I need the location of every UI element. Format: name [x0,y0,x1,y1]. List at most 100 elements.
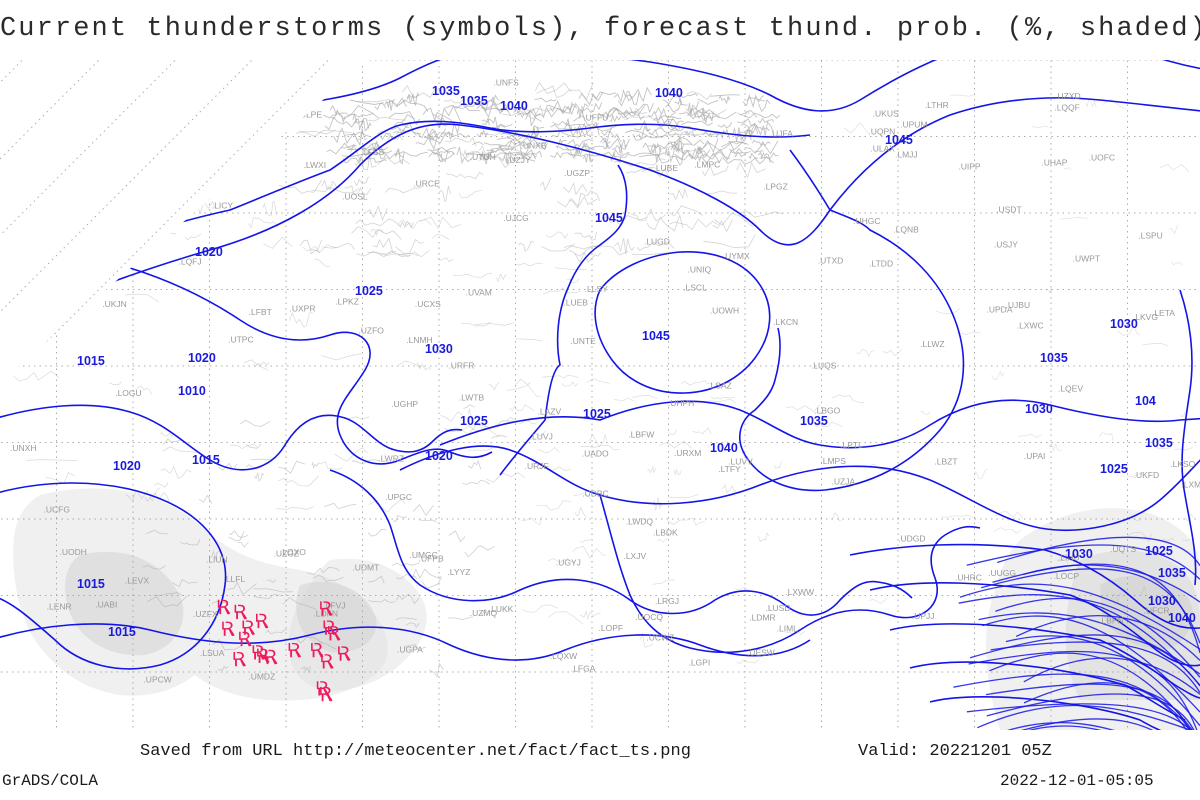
svg-text:.LGPI: .LGPI [688,657,710,667]
svg-text:.UYMX: .UYMX [723,251,750,261]
svg-text:.UHRC: .UHRC [955,573,982,583]
svg-text:.LDFN: .LDFN [313,608,338,618]
svg-text:.LBZT: .LBZT [934,457,957,467]
svg-text:1040: 1040 [710,441,738,455]
svg-text:.LUQS: .LUQS [811,360,837,370]
svg-text:.LIUN: .LIUN [206,555,228,565]
svg-text:.UWPT: .UWPT [1073,254,1100,264]
svg-text:.UKJN: .UKJN [102,299,127,309]
svg-text:.LMJJ: .LMJJ [895,149,918,159]
svg-text:1015: 1015 [77,577,105,591]
svg-text:.UHPH: .UHPH [668,398,694,408]
svg-text:.UZJA: .UZJA [832,476,856,486]
svg-text:.UNTE: .UNTE [570,336,596,346]
svg-text:.UNXB: .UNXB [521,141,547,151]
svg-text:.UZFO: .UZFO [358,326,384,336]
svg-text:.LOGU: .LOGU [115,388,141,398]
svg-text:.LWRZ: .LWRZ [378,453,404,463]
svg-text:.LBFW: .LBFW [628,430,654,440]
svg-text:.LXJV: .LXJV [623,551,646,561]
svg-text:.LUEB: .LUEB [563,298,588,308]
svg-text:1010: 1010 [178,384,206,398]
svg-text:.UPDA: .UPDA [987,304,1013,314]
svg-text:.USJY: .USJY [994,240,1018,250]
svg-text:.LBPN: .LBPN [1099,615,1124,625]
svg-text:1030: 1030 [425,342,453,356]
svg-text:1045: 1045 [595,211,623,225]
svg-text:.UZJY: .UZJY [507,155,531,165]
svg-text:.LICY: .LICY [212,200,234,210]
svg-text:1030: 1030 [1110,317,1138,331]
svg-text:.UZMQ: .UZMQ [470,608,498,618]
svg-text:1030: 1030 [1025,402,1053,416]
svg-text:1030: 1030 [908,26,936,40]
svg-text:.LUVJ: .LUVJ [530,431,553,441]
svg-text:.LQEV: .LQEV [1058,383,1083,393]
svg-text:.LBDK: .LBDK [653,527,678,537]
svg-text:1045: 1045 [885,133,913,147]
svg-text:.URCE: .URCE [413,179,440,189]
svg-text:.LSCL: .LSCL [683,283,707,293]
svg-text:.LLWZ: .LLWZ [920,339,944,349]
svg-text:.UKUS: .UKUS [873,108,899,118]
svg-text:.UOCQ: .UOCQ [635,612,663,622]
svg-text:.LRGJ: .LRGJ [655,596,679,606]
svg-text:.UTXD: .UTXD [818,256,844,266]
svg-text:.USDT: .USDT [996,205,1022,215]
svg-text:.UFFU: .UFFU [583,112,608,122]
svg-text:.UODH: .UODH [60,547,87,557]
svg-text:1035: 1035 [460,94,488,108]
svg-text:.UKFD: .UKFD [1134,470,1160,480]
svg-text:.UTPC: .UTPC [228,334,254,344]
svg-text:.UPJJ: .UPJJ [912,611,935,621]
svg-text:.UDMT: .UDMT [352,562,379,572]
svg-text:.LTDD: .LTDD [869,259,893,269]
svg-text:1015: 1015 [108,625,136,639]
svg-text:.LWDQ: .LWDQ [626,516,654,526]
svg-text:1035: 1035 [1158,566,1186,580]
svg-text:.LOPF: .LOPF [599,623,624,633]
svg-text:.UXPR: .UXPR [290,304,316,314]
svg-text:.LIML: .LIML [777,624,799,634]
svg-text:1035: 1035 [1040,351,1068,365]
svg-text:.LFGA: .LFGA [571,663,596,673]
svg-text:.LQQF: .LQQF [1054,103,1080,113]
svg-text:.LOCP: .LOCP [1054,571,1080,581]
svg-text:1015: 1015 [192,453,220,467]
svg-text:.UOFC: .UOFC [1089,153,1115,163]
svg-text:1020: 1020 [195,245,223,259]
svg-text:.UGHP: .UGHP [391,399,418,409]
svg-text:.LWXI: .LWXI [304,160,327,170]
svg-text:.LUGD: .LUGD [644,237,670,247]
svg-text:.UCFG: .UCFG [44,504,70,514]
svg-text:1025: 1025 [1100,462,1128,476]
svg-text:1040: 1040 [1168,611,1196,625]
svg-text:.UNFS: .UNFS [493,78,519,88]
svg-text:.LMPS: .LMPS [820,456,846,466]
svg-text:1035: 1035 [1065,44,1093,58]
svg-text:.UNIQ: .UNIQ [687,264,711,274]
svg-text:.UJFA: .UJFA [770,128,793,138]
svg-text:.UHGC: .UHGC [853,216,880,226]
svg-text:.UPGC: .UPGC [385,492,412,502]
svg-text:.UTUH: .UTUH [470,152,496,162]
svg-text:.UZFX: .UZFX [193,609,218,619]
svg-text:.UIPP: .UIPP [958,161,981,171]
svg-text:.URFR: .URFR [448,360,474,370]
svg-text:.UQTS: .UQTS [1110,544,1136,554]
svg-text:.LMPC: .LMPC [694,159,720,169]
svg-text:104: 104 [1135,394,1156,408]
svg-text:.UPCW: .UPCW [143,675,171,685]
svg-text:.LSPU: .LSPU [1138,231,1163,241]
svg-text:.UZXD: .UZXD [1055,91,1081,101]
svg-text:1030: 1030 [1148,594,1176,608]
svg-text:.UGPA: .UGPA [397,644,423,654]
svg-text:.UNXH: .UNXH [10,443,36,453]
svg-text:.UDGD: .UDGD [898,533,925,543]
svg-text:.LUBE: .LUBE [653,163,678,173]
svg-text:.LYYZ: .LYYZ [447,567,470,577]
svg-text:1020: 1020 [425,449,453,463]
svg-text:.UDBC: .UDBC [582,489,608,499]
svg-text:.UPUM: .UPUM [900,120,927,130]
svg-text:.LKCN: .LKCN [773,317,798,327]
